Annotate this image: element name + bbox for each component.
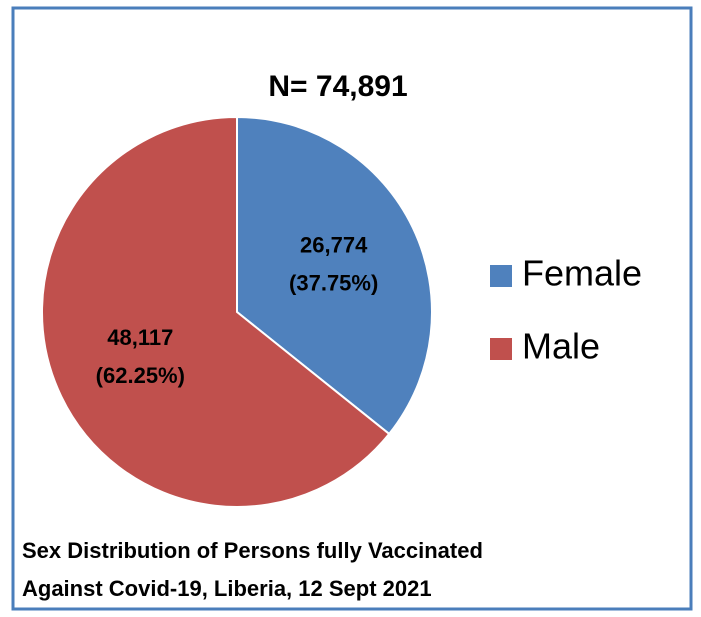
data-label: 48,117 (107, 325, 173, 350)
chart-title: N= 74,891 (268, 70, 407, 103)
caption: Sex Distribution of Persons fully Vaccin… (22, 538, 483, 563)
legend-label: Female (522, 253, 642, 294)
legend-swatch (490, 265, 512, 287)
data-label: 26,774 (300, 232, 368, 257)
percent-label: (62.25%) (96, 363, 185, 388)
pie-slice (41, 115, 391, 508)
legend-label: Male (522, 326, 600, 367)
percent-label: (37.75%) (289, 270, 378, 295)
pie-slice (236, 115, 433, 436)
legend-swatch (490, 338, 512, 360)
caption: Against Covid-19, Liberia, 12 Sept 2021 (22, 576, 432, 601)
